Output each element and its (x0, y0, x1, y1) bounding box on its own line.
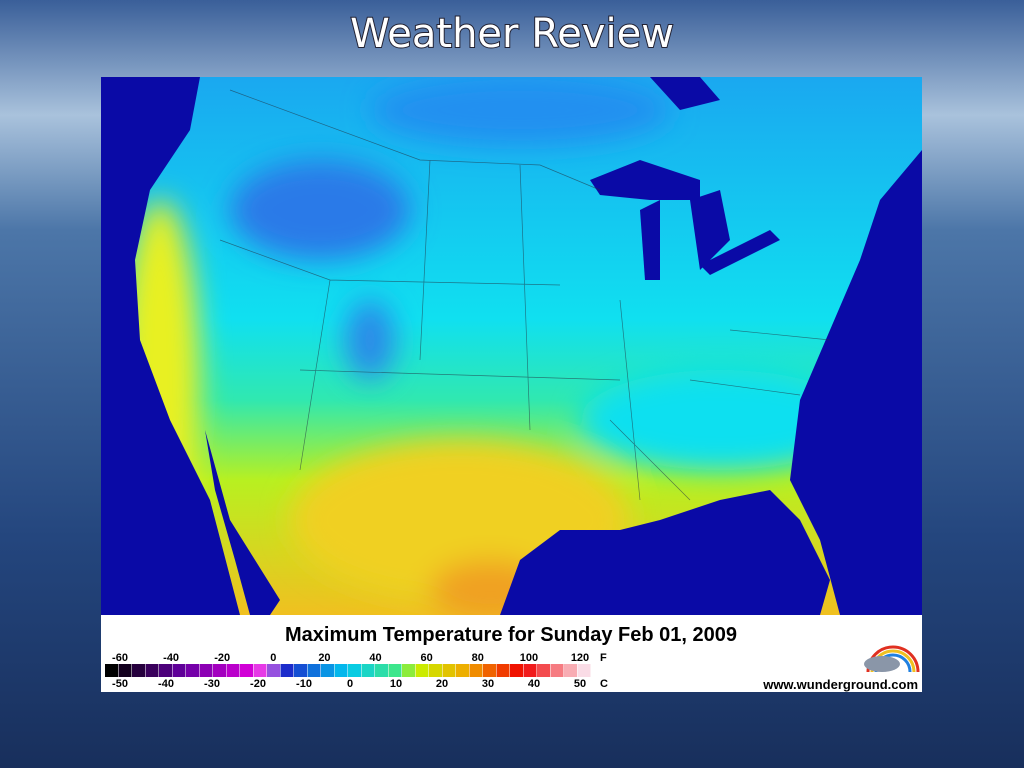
fahrenheit-label: 40 (369, 652, 381, 664)
fahrenheit-label: 120 (571, 652, 589, 664)
swatch (537, 664, 550, 677)
swatch (253, 664, 267, 677)
temperature-map (101, 77, 922, 615)
swatch (402, 664, 415, 677)
swatch (172, 664, 186, 677)
swatch (132, 664, 145, 677)
fahrenheit-label: -20 (214, 652, 230, 664)
swatch (145, 664, 159, 677)
swatch (240, 664, 253, 677)
logo (864, 645, 920, 673)
swatch (496, 664, 510, 677)
celsius-label: 20 (436, 678, 448, 690)
swatch (199, 664, 213, 677)
celsius-label: 30 (482, 678, 494, 690)
swatch (564, 664, 577, 677)
celsius-label: -30 (204, 678, 220, 690)
fahrenheit-label: 100 (520, 652, 538, 664)
swatch (307, 664, 321, 677)
swatch (510, 664, 523, 677)
swatch (415, 664, 429, 677)
swatch (456, 664, 469, 677)
swatch (226, 664, 240, 677)
swatch (388, 664, 402, 677)
celsius-label: -10 (296, 678, 312, 690)
swatch (186, 664, 199, 677)
swatch (375, 664, 388, 677)
swatch (118, 664, 132, 677)
celsius-label: 0 (347, 678, 353, 690)
celsius-label: -20 (250, 678, 266, 690)
swatch (267, 664, 280, 677)
legend-panel (101, 615, 922, 692)
unit-f: F (600, 652, 607, 664)
swatch (321, 664, 334, 677)
fahrenheit-label: 0 (270, 652, 276, 664)
celsius-label: -40 (158, 678, 174, 690)
swatch (294, 664, 307, 677)
celsius-label: 40 (528, 678, 540, 690)
swatch (280, 664, 294, 677)
celsius-label: 50 (574, 678, 586, 690)
slide-title: Weather Review (350, 11, 674, 57)
swatch (105, 664, 118, 677)
source: www.wunderground.com (762, 677, 918, 692)
fahrenheit-label: 20 (318, 652, 330, 664)
swatch (469, 664, 483, 677)
fahrenheit-label: 80 (472, 652, 484, 664)
swatch (483, 664, 496, 677)
swatch (348, 664, 361, 677)
map-title: Maximum Temperature for Sunday Feb 01, 2… (285, 624, 737, 646)
fahrenheit-label: 60 (421, 652, 433, 664)
swatch (334, 664, 348, 677)
swatch (361, 664, 375, 677)
celsius-label: -50 (112, 678, 128, 690)
swatch (523, 664, 537, 677)
unit-c: C (600, 678, 608, 690)
color-scale (105, 664, 591, 677)
celsius-label: 10 (390, 678, 402, 690)
fahrenheit-label: -40 (163, 652, 179, 664)
swatch (550, 664, 564, 677)
swatch (577, 664, 591, 677)
swatch (442, 664, 456, 677)
fahrenheit-label: -60 (112, 652, 128, 664)
swatch (213, 664, 226, 677)
swatch (159, 664, 172, 677)
swatch (429, 664, 442, 677)
